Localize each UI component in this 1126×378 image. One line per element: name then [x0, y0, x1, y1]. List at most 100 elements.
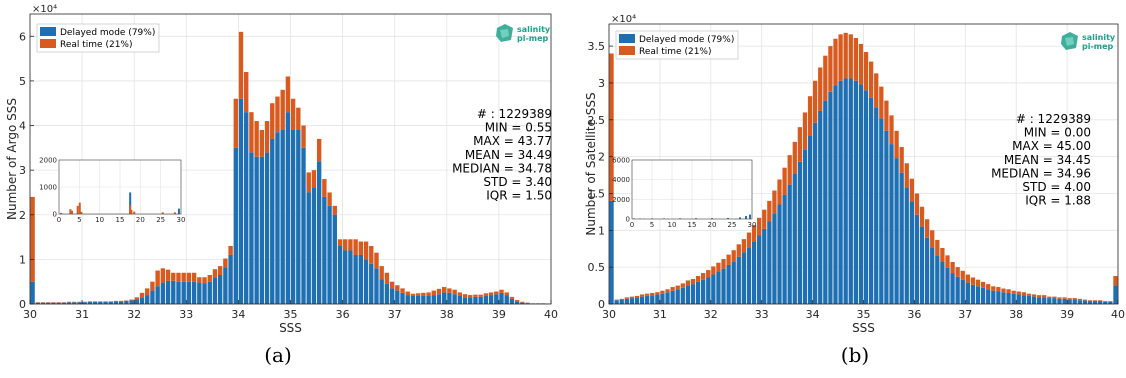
bar-realtime — [353, 239, 358, 255]
bar-delayed — [1016, 294, 1021, 304]
bar-delayed — [645, 295, 650, 304]
bar-delayed — [629, 298, 635, 304]
bar-realtime — [828, 46, 833, 92]
stats-line: MAX = 43.77 — [473, 134, 552, 148]
legend-swatch — [619, 46, 635, 55]
bar-realtime — [1006, 289, 1011, 293]
legend-box — [36, 23, 160, 53]
bar-delayed — [701, 279, 706, 304]
y-tick-label: 0 — [598, 298, 605, 311]
stats-line: MEDIAN = 34.96 — [991, 166, 1091, 180]
bar-realtime — [504, 292, 509, 296]
bar-delayed — [233, 147, 238, 304]
bar-realtime — [1052, 296, 1057, 299]
bar-delayed — [77, 302, 82, 304]
y-multiplier: ×10⁴ — [611, 14, 636, 25]
y-tick-label: 3.5 — [588, 40, 606, 53]
bar-realtime — [924, 219, 930, 238]
bar-realtime — [400, 288, 405, 293]
bar-realtime — [675, 285, 680, 290]
stats-line: MEAN = 34.49 — [465, 148, 552, 162]
bar-delayed — [259, 156, 265, 304]
bar-delayed — [940, 262, 945, 304]
bar-delayed — [160, 282, 166, 304]
bar-realtime — [1072, 298, 1077, 300]
bar-delayed — [504, 295, 509, 304]
bar-delayed — [639, 296, 645, 304]
bar-realtime — [1092, 300, 1098, 302]
x-tick-label: 38 — [440, 308, 454, 321]
bar-delayed — [665, 292, 670, 304]
bar-realtime — [853, 38, 859, 81]
x-tick-label: 35 — [284, 308, 298, 321]
bar-delayed — [706, 277, 711, 304]
inset-bar-delayed — [727, 217, 729, 219]
bar-delayed — [904, 187, 909, 304]
inset-bar-delayed — [695, 218, 697, 219]
bar-realtime — [217, 266, 223, 275]
x-tick-label: 37 — [958, 308, 972, 321]
y-multiplier: ×10⁴ — [32, 4, 57, 15]
bar-realtime — [868, 61, 874, 98]
bar-realtime — [311, 170, 317, 188]
bar-delayed — [863, 90, 869, 304]
bar-realtime — [244, 72, 249, 113]
inset-bar-realtime — [161, 212, 164, 214]
x-tick-label: 39 — [1060, 308, 1074, 321]
bar-delayed — [327, 205, 332, 304]
inset-bar-delayed — [177, 208, 180, 214]
bar-delayed — [685, 285, 691, 304]
bar-realtime — [249, 112, 254, 153]
chart-a: 30 31 32 33 34 35 36 37 38 39 400123456×10⁴SSSNumb… — [5, 4, 558, 367]
bar-delayed — [975, 286, 981, 304]
bar-realtime — [914, 193, 920, 215]
inset-bar-realtime — [60, 212, 63, 214]
bar-delayed — [1031, 296, 1037, 304]
bar-delayed — [721, 268, 726, 304]
bar-realtime — [129, 299, 134, 301]
stats-line: MEDIAN = 34.78 — [452, 161, 552, 175]
bar-realtime — [1026, 293, 1032, 296]
bar-delayed — [1036, 297, 1042, 304]
y-tick-label: 6 — [19, 30, 26, 43]
bar-delayed — [970, 284, 976, 304]
bar-delayed — [369, 263, 374, 304]
bar-realtime — [706, 270, 711, 278]
bar-realtime — [665, 289, 670, 293]
bar-realtime — [751, 225, 757, 242]
bar-realtime — [160, 268, 166, 283]
bar-delayed — [285, 112, 291, 305]
bar-realtime — [797, 127, 803, 162]
bar-delayed — [207, 281, 212, 304]
bar-realtime — [483, 293, 489, 296]
bar-delayed — [468, 297, 473, 304]
logo-facet-icon — [1065, 37, 1074, 46]
bar-realtime — [660, 290, 665, 294]
bar-realtime — [379, 266, 384, 280]
bar-realtime — [145, 288, 150, 296]
bar-delayed — [858, 84, 864, 304]
x-tick-label: 35 — [857, 308, 871, 321]
bar-realtime — [741, 239, 747, 253]
bar-delayed — [155, 286, 160, 304]
y-tick-label: 4 — [19, 120, 26, 133]
bar-delayed — [421, 295, 426, 304]
y-tick-label: 1.5 — [588, 187, 606, 200]
bar-realtime — [975, 279, 981, 287]
bar-realtime — [736, 244, 741, 257]
x-tick-label: 36 — [336, 308, 350, 321]
inset-chart: 0 5 10 15 20 25 30 0 1000 2000 — [39, 157, 185, 225]
bar-realtime — [30, 196, 35, 282]
bar-realtime — [1047, 296, 1052, 299]
bar-delayed — [223, 267, 228, 304]
bar-realtime — [499, 289, 504, 293]
logo-line2: pi-mep — [517, 34, 549, 43]
bar-delayed — [176, 281, 181, 304]
bar-delayed — [680, 287, 685, 304]
bar-delayed — [924, 237, 930, 304]
bar-realtime — [818, 67, 823, 111]
y-tick-label: 3 — [598, 77, 605, 90]
bar-delayed — [1062, 298, 1067, 304]
bar-delayed — [1098, 301, 1103, 304]
